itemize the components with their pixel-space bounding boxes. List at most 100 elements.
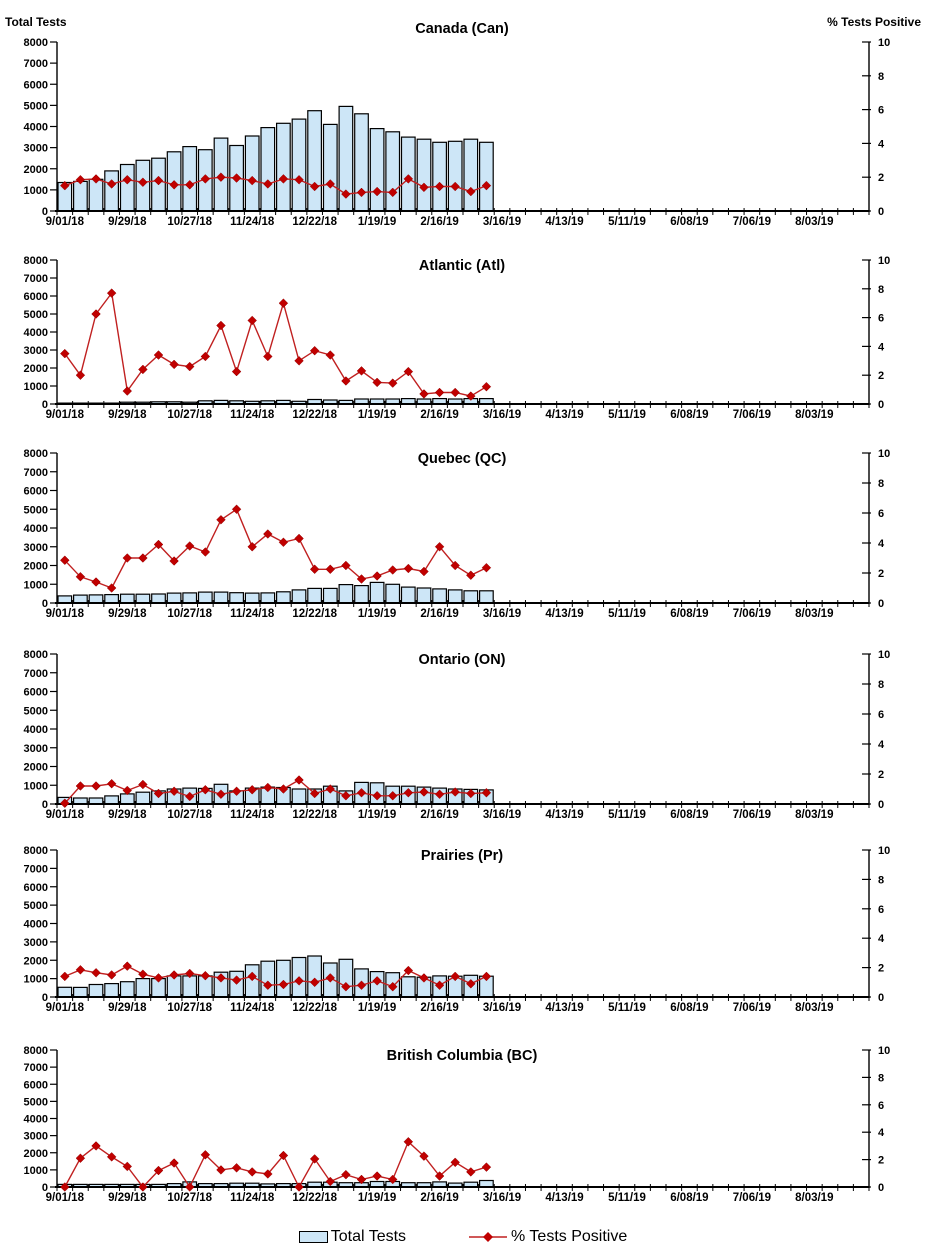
- bar-swatch-icon: [298, 1231, 328, 1243]
- diamond-marker: [356, 1174, 367, 1185]
- bar: [416, 587, 432, 604]
- diamond-marker: [153, 175, 164, 186]
- bar: [151, 593, 166, 604]
- svg-text:5000: 5000: [24, 1096, 48, 1108]
- diamond-marker: [184, 180, 195, 190]
- line-group: [60, 961, 492, 992]
- x-axis-label: 1/19/19: [358, 608, 396, 620]
- x-axis-label: 5/11/19: [608, 608, 646, 620]
- x-axis-label: 4/13/19: [545, 409, 583, 421]
- diamond-marker: [403, 366, 414, 377]
- diamond-marker: [450, 787, 460, 797]
- diamond-marker: [75, 174, 86, 185]
- diamond-marker: [434, 789, 445, 800]
- x-axis: 9/01/18 9/29/18 10/27/18 11/24/18 12/22/18 1/…: [46, 600, 870, 620]
- diamond-marker: [403, 174, 414, 184]
- diamond-marker: [231, 786, 242, 797]
- x-axis-label: 2/16/19: [420, 1002, 458, 1014]
- right-axis-title: % Tests Positive: [827, 15, 921, 29]
- svg-text:4000: 4000: [24, 724, 48, 736]
- bar: [104, 982, 120, 998]
- x-axis-label: 7/06/19: [733, 216, 771, 228]
- bar: [276, 959, 291, 998]
- diamond-marker: [263, 529, 273, 539]
- bars-group: [57, 105, 494, 212]
- x-axis-label: 10/27/18: [167, 1002, 212, 1014]
- diamond-marker: [263, 351, 273, 362]
- svg-text:4: 4: [878, 1127, 885, 1139]
- charts-canvas: Canada (Can) Total Tests % Tests Positive 0…: [5, 15, 921, 1204]
- diamond-marker: [122, 553, 133, 563]
- diamond-marker: [403, 965, 414, 976]
- line-marker-icon: [469, 1232, 508, 1242]
- svg-text:2000: 2000: [24, 955, 48, 967]
- svg-text:6: 6: [878, 508, 884, 520]
- x-axis-label: 2/16/19: [420, 409, 458, 421]
- x-axis-label: 3/16/19: [483, 409, 521, 421]
- bar: [119, 593, 135, 604]
- diamond-marker: [184, 541, 195, 551]
- chart-1: Canada (Can) Total Tests % Tests Positive 0…: [5, 15, 921, 228]
- x-axis-label: 12/22/18: [292, 409, 337, 421]
- x-axis-label: 3/16/19: [483, 1002, 521, 1014]
- x-axis: 9/01/18 9/29/18 10/27/18 11/24/18 12/22/18 1/…: [46, 801, 870, 821]
- svg-text:4000: 4000: [24, 1114, 48, 1126]
- right-axis: 0 2 4 6 8 10: [862, 845, 890, 1004]
- diamond-marker: [309, 788, 320, 799]
- svg-text:6: 6: [878, 904, 884, 916]
- svg-text:0: 0: [878, 399, 884, 411]
- x-axis-label: 11/24/18: [230, 608, 275, 620]
- bar: [322, 587, 338, 604]
- diamond-marker: [356, 366, 367, 376]
- x-axis-label: 9/01/18: [46, 1002, 85, 1014]
- bar: [307, 110, 322, 212]
- bar: [135, 977, 151, 998]
- x-axis-label: 3/16/19: [483, 608, 521, 620]
- bar: [400, 136, 416, 212]
- bar: [260, 960, 276, 998]
- diamond-marker: [231, 504, 242, 515]
- x-axis-label: 8/03/19: [795, 1002, 833, 1014]
- bar: [291, 788, 307, 805]
- x-axis-label: 7/06/19: [733, 1192, 771, 1204]
- x-axis: 9/01/18 9/29/18 10/27/18 11/24/18 12/22/18 1/…: [46, 208, 870, 228]
- diamond-marker: [278, 537, 289, 548]
- x-axis: 9/01/18 9/29/18 10/27/18 11/24/18 12/22/18 1/…: [46, 1184, 870, 1204]
- diamond-marker: [434, 1171, 445, 1181]
- svg-text:5000: 5000: [24, 705, 48, 717]
- x-axis-label: 5/11/19: [608, 409, 646, 421]
- bar: [307, 587, 322, 604]
- svg-text:8: 8: [878, 284, 884, 296]
- x-axis-label: 11/24/18: [230, 1002, 275, 1014]
- diamond-marker: [153, 350, 164, 360]
- svg-text:5000: 5000: [24, 309, 48, 321]
- x-axis-label: 11/24/18: [230, 409, 275, 421]
- diamond-marker: [309, 977, 320, 988]
- x-axis-label: 4/13/19: [545, 608, 583, 620]
- svg-text:10: 10: [878, 37, 890, 49]
- diamond-marker: [466, 1167, 476, 1177]
- chart-title: Canada (Can): [415, 21, 509, 37]
- bar: [72, 594, 88, 604]
- svg-text:8000: 8000: [24, 448, 48, 460]
- diamond-marker: [60, 798, 70, 809]
- svg-text:1000: 1000: [24, 780, 48, 792]
- svg-text:0: 0: [878, 206, 884, 218]
- svg-text:7000: 7000: [24, 273, 48, 285]
- svg-text:8: 8: [878, 478, 884, 490]
- bar: [260, 592, 276, 604]
- diamond-marker: [122, 961, 133, 971]
- diamond-marker: [60, 555, 70, 566]
- diamond-marker: [91, 309, 101, 319]
- diamond-marker: [278, 1150, 289, 1161]
- diamond-marker: [122, 1161, 133, 1172]
- svg-text:0: 0: [878, 799, 884, 811]
- svg-text:0: 0: [42, 1182, 48, 1194]
- svg-text:3000: 3000: [24, 1131, 48, 1143]
- x-axis-label: 11/24/18: [230, 1192, 275, 1204]
- x-axis-label: 10/27/18: [167, 216, 212, 228]
- line-group: [60, 1137, 492, 1192]
- svg-text:6000: 6000: [24, 882, 48, 894]
- diamond-marker: [450, 387, 460, 398]
- diamond-marker: [387, 1174, 398, 1185]
